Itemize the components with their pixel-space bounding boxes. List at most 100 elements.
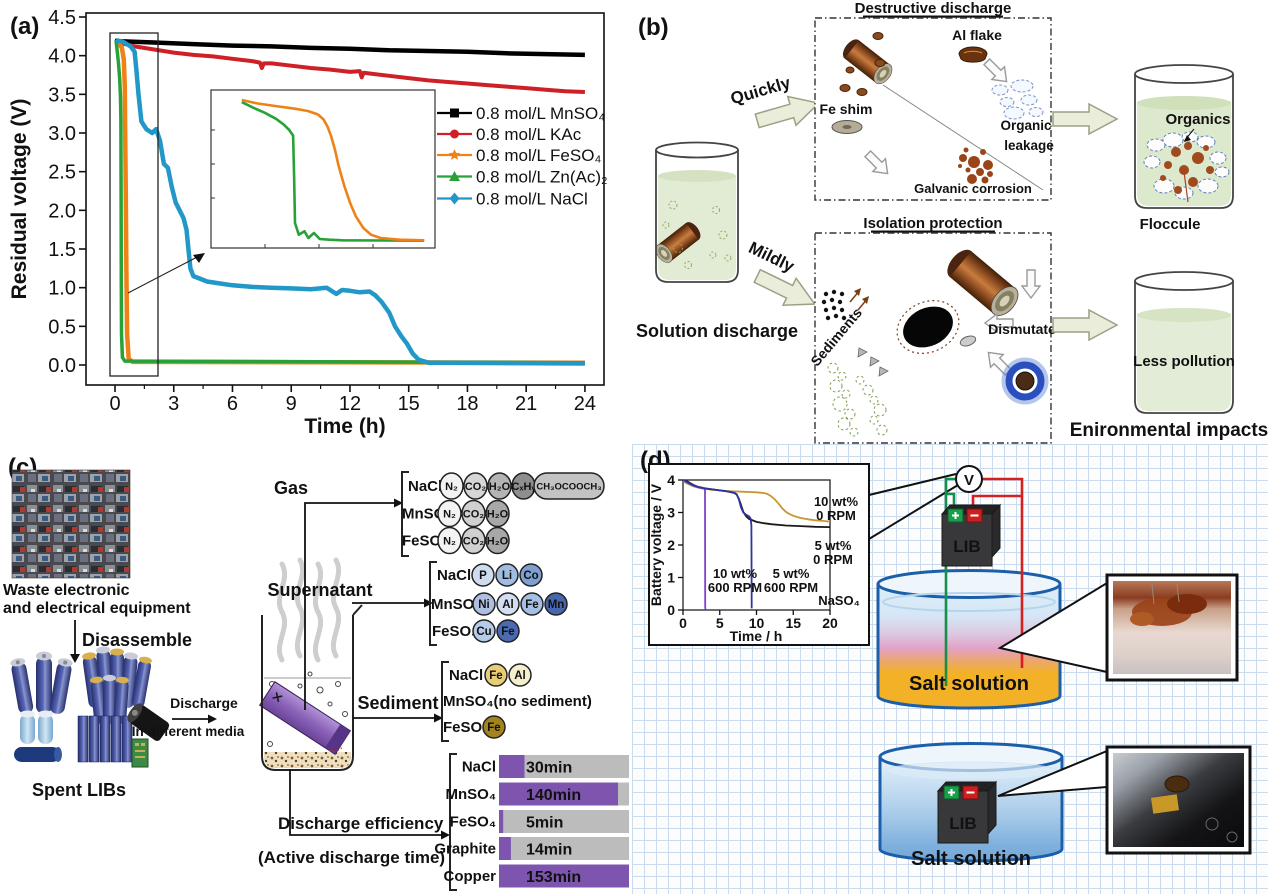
callout-line (868, 473, 957, 496)
ion-label: Co (523, 570, 538, 582)
legend-label: 0.8 mol/L Zn(Ac)₂ (476, 168, 608, 187)
panel-b-diagram: (b) Solution discharge Quickly Mildly De… (636, 0, 1268, 444)
supernatant-row-label: NaCl (437, 567, 471, 584)
gas-bubble (485, 499, 510, 528)
shim-piece-icon (959, 335, 977, 347)
x-tick-label: 20 (822, 615, 838, 631)
positive-wire-branch (946, 492, 956, 508)
organic-chains-icon (827, 362, 888, 437)
gas-species-label: CO₂ (465, 481, 487, 493)
media-label: In different media (132, 724, 245, 739)
floccule-photo (1105, 573, 1239, 682)
svg-text:10 wt%: 10 wt% (713, 566, 758, 581)
x-tick-label: 18 (456, 393, 478, 415)
a-zoom-region-rect (109, 32, 159, 377)
discharge-label: Discharge (170, 695, 238, 711)
gas-row-label: NaCl (408, 478, 442, 495)
gas-title: Gas (274, 478, 308, 498)
y-tick-label: 3.0 (48, 123, 76, 145)
a-x-axis-label: Time (h) (304, 415, 385, 438)
ion-label: Fe (501, 626, 514, 638)
gas-bubble (461, 526, 486, 555)
salt-solution-top-label: Salt solution (909, 673, 1029, 695)
x-tick-label: 24 (574, 393, 596, 415)
discharge-beaker (258, 557, 363, 771)
legend-marker-square (450, 108, 459, 118)
a-zoom-arrowhead (193, 253, 205, 263)
efficiency-bar-fill (499, 837, 511, 860)
supernatant-row-label: MnSO₄ (431, 596, 481, 613)
y-tick-label: 4.0 (48, 46, 76, 68)
solution-discharge-beaker (652, 141, 739, 283)
panel-a-label: (a) (10, 13, 39, 40)
ion-circle (544, 592, 568, 616)
efficiency-value: 153min (526, 869, 581, 886)
legend-marker-star (448, 149, 461, 160)
ion-circle (520, 592, 544, 616)
gas-row-label: FeSO₄ (402, 533, 448, 550)
gas-bubble (487, 472, 512, 500)
flow-lines (289, 502, 441, 836)
ion-circle (471, 563, 495, 587)
x-tick-label: 10 (749, 615, 765, 631)
purple-battery-icon (258, 681, 352, 755)
gas-species-label: CₓHᵧ (512, 481, 537, 493)
d-plot-frame (682, 479, 831, 611)
particles-dots-icon (821, 289, 847, 321)
isolation-protection-title: Isolation protection (863, 215, 1002, 232)
legend-label: 0.8 mol/L KAc (476, 125, 582, 144)
arrow-to-less-pollution-icon (1052, 309, 1118, 341)
title-underline (863, 15, 1003, 18)
floccule-pointer-line (1183, 171, 1189, 203)
x-tick-label: 9 (286, 393, 297, 415)
y-tick-label: 3.5 (48, 84, 76, 106)
series-0.8 mol/L KAc (114, 39, 585, 94)
series-0.8 mol/L NaCl (115, 38, 585, 366)
discharge-efficiency-bars: NaCl 30min MnSO₄ 140min FeSO₄ 5min Graphite 14m… (434, 755, 629, 888)
d-annotations: 10 wt% 0 RPM 5 wt% 0 RPM 10 wt% 600 RPM … (708, 494, 860, 608)
efficiency-value: 30min (526, 760, 572, 777)
a-x-axis-ticks: 0 3 6 9 12 15 18 21 24 (109, 385, 596, 415)
dismutate-label: Dismutate (988, 321, 1056, 337)
al-debris-icon (839, 32, 886, 96)
efficiency-bar-bg (499, 810, 629, 833)
x-tick-label: 12 (339, 393, 361, 415)
panel-a-chart: (a) 0.0 0.5 1.0 1.5 2.0 2.5 3.0 3.5 4.0 4.5 0 3 6 9 1… (8, 7, 608, 438)
y-tick-label: 2.5 (48, 162, 76, 184)
lib-battery-bottom: LIB (936, 780, 998, 844)
group-brackets (401, 471, 457, 891)
svg-text:0 RPM: 0 RPM (813, 552, 853, 567)
wires (944, 477, 1024, 686)
salt-solution-beaker-bottom (878, 742, 1064, 863)
a-inset-frame (210, 89, 436, 249)
legend-label: 0.8 mol/L MnSO₄ (476, 104, 605, 123)
negative-wire (982, 477, 1024, 668)
efficiency-row-label: FeSO₄ (450, 814, 496, 831)
efficiency-value: 14min (526, 842, 572, 859)
y-tick-label: 3 (667, 505, 675, 521)
d-x-axis-label: Time / h (730, 628, 783, 644)
a-zoom-arrow (127, 254, 202, 294)
gas-capsule (533, 472, 605, 500)
fe-shim-label: Fe shim (820, 101, 873, 117)
organic-label-line2: leakage (1004, 138, 1054, 153)
efficiency-bar-bg (499, 755, 629, 778)
svg-text:5 wt%: 5 wt% (773, 566, 810, 581)
ion-circle (496, 619, 520, 643)
less-pollution-beaker: Less pollution (1133, 271, 1235, 414)
efficiency-bar-fill (499, 810, 504, 833)
efficiency-title-line1: Discharge efficiency (278, 814, 444, 833)
waste-label-line2: and electrical equipment (3, 600, 191, 617)
x-tick-label: 0 (109, 393, 120, 415)
sediment-title: Sediment (357, 693, 438, 713)
gas-species-label: H₂O (489, 481, 511, 493)
y-tick-label: 0.0 (48, 355, 76, 377)
series-0.8 mol/L MnSO₄ (114, 38, 585, 58)
svg-text:600 RPM: 600 RPM (708, 580, 762, 595)
arrow-to-floccule-icon (1052, 103, 1118, 135)
ion-label: Al (514, 670, 526, 682)
